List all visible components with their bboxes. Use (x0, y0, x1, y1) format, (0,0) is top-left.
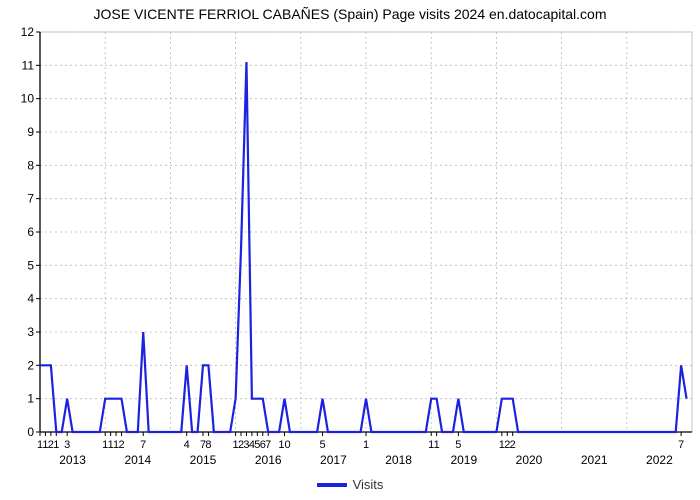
svg-text:2: 2 (27, 358, 34, 372)
svg-text:10: 10 (21, 92, 35, 106)
svg-text:11: 11 (22, 58, 35, 72)
svg-text:8: 8 (205, 439, 211, 451)
legend-label: Visits (353, 477, 384, 492)
legend-swatch (317, 483, 347, 487)
svg-text:7: 7 (678, 439, 684, 451)
svg-text:2018: 2018 (385, 453, 412, 467)
svg-text:1: 1 (53, 439, 59, 451)
svg-text:3: 3 (27, 325, 34, 339)
svg-text:2016: 2016 (255, 453, 282, 467)
svg-text:1: 1 (434, 439, 440, 451)
svg-text:2021: 2021 (581, 453, 608, 467)
svg-text:4: 4 (184, 439, 190, 451)
svg-text:12: 12 (21, 25, 35, 39)
svg-text:5: 5 (455, 439, 461, 451)
svg-text:1: 1 (363, 439, 369, 451)
svg-text:3: 3 (64, 439, 70, 451)
svg-text:2: 2 (118, 439, 124, 451)
svg-text:6: 6 (27, 225, 34, 239)
svg-text:1: 1 (27, 392, 34, 406)
svg-text:2020: 2020 (516, 453, 543, 467)
svg-text:9: 9 (27, 125, 34, 139)
svg-text:2014: 2014 (124, 453, 151, 467)
svg-text:8: 8 (27, 158, 34, 172)
svg-text:2013: 2013 (59, 453, 86, 467)
legend: Visits (0, 474, 700, 493)
legend-item-visits: Visits (317, 477, 384, 492)
svg-text:10: 10 (278, 439, 290, 451)
svg-text:5: 5 (319, 439, 325, 451)
svg-text:4: 4 (27, 292, 34, 306)
chart-svg: 0123456789101112112131112747812345671051… (0, 0, 700, 500)
svg-text:2: 2 (510, 439, 516, 451)
svg-text:2019: 2019 (450, 453, 477, 467)
svg-text:5: 5 (27, 258, 34, 272)
svg-text:2015: 2015 (190, 453, 217, 467)
svg-text:7: 7 (265, 439, 271, 451)
svg-text:7: 7 (27, 192, 34, 206)
svg-text:0: 0 (27, 425, 34, 439)
chart-container: JOSE VICENTE FERRIOL CABAÑES (Spain) Pag… (0, 0, 700, 500)
svg-text:2022: 2022 (646, 453, 673, 467)
svg-text:2017: 2017 (320, 453, 347, 467)
chart-title: JOSE VICENTE FERRIOL CABAÑES (Spain) Pag… (0, 6, 700, 22)
svg-text:7: 7 (140, 439, 146, 451)
